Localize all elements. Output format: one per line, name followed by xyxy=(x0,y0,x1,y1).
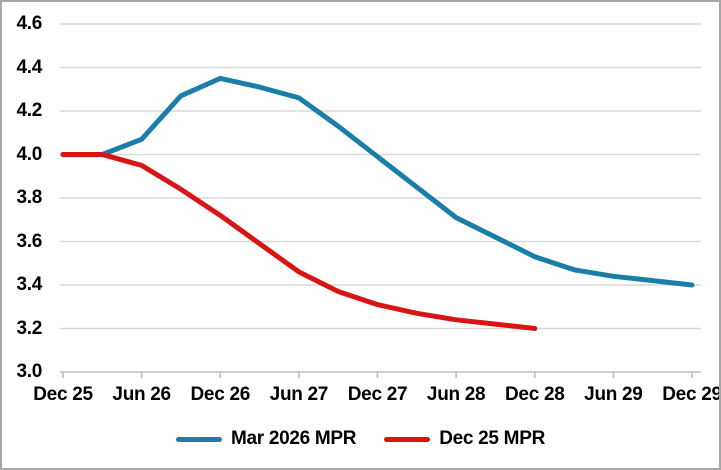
y-tick-label: 3.0 xyxy=(16,361,42,382)
y-tick-label: 4.6 xyxy=(16,13,42,34)
legend: Mar 2026 MPR Dec 25 MPR xyxy=(2,428,719,450)
x-tick-label: Dec 29 xyxy=(662,384,721,405)
y-tick-label: 3.6 xyxy=(16,230,42,252)
legend-label: Dec 25 MPR xyxy=(439,428,546,449)
legend-item: Mar 2026 MPR xyxy=(175,428,357,450)
y-tick-label: 3.4 xyxy=(16,274,42,295)
x-tick-label: Dec 27 xyxy=(347,384,408,405)
legend-label: Mar 2026 MPR xyxy=(230,428,357,449)
y-tick-label: 4.4 xyxy=(16,56,42,78)
series-line-dec-25-mpr xyxy=(60,152,538,331)
y-tick-label: 4.0 xyxy=(16,143,42,165)
x-tick-label: Jun 26 xyxy=(112,384,171,405)
x-tick-label: Jun 29 xyxy=(584,384,643,405)
x-tick-label: Jun 28 xyxy=(426,384,486,405)
y-tick-label: 4.2 xyxy=(16,100,42,121)
x-tick-label: Dec 26 xyxy=(190,384,251,405)
x-tick-label: Dec 25 xyxy=(33,384,93,405)
series-line-mar-2026-mpr xyxy=(60,75,695,288)
legend-item: Dec 25 MPR xyxy=(384,428,545,450)
legend-line-swatch xyxy=(175,436,222,442)
legend-line-swatch xyxy=(384,436,431,442)
y-tick-label: 3.8 xyxy=(16,187,42,208)
x-tick-label: Jun 27 xyxy=(269,384,329,405)
y-tick-label: 3.2 xyxy=(16,317,42,339)
x-tick-label: Dec 28 xyxy=(505,384,565,405)
